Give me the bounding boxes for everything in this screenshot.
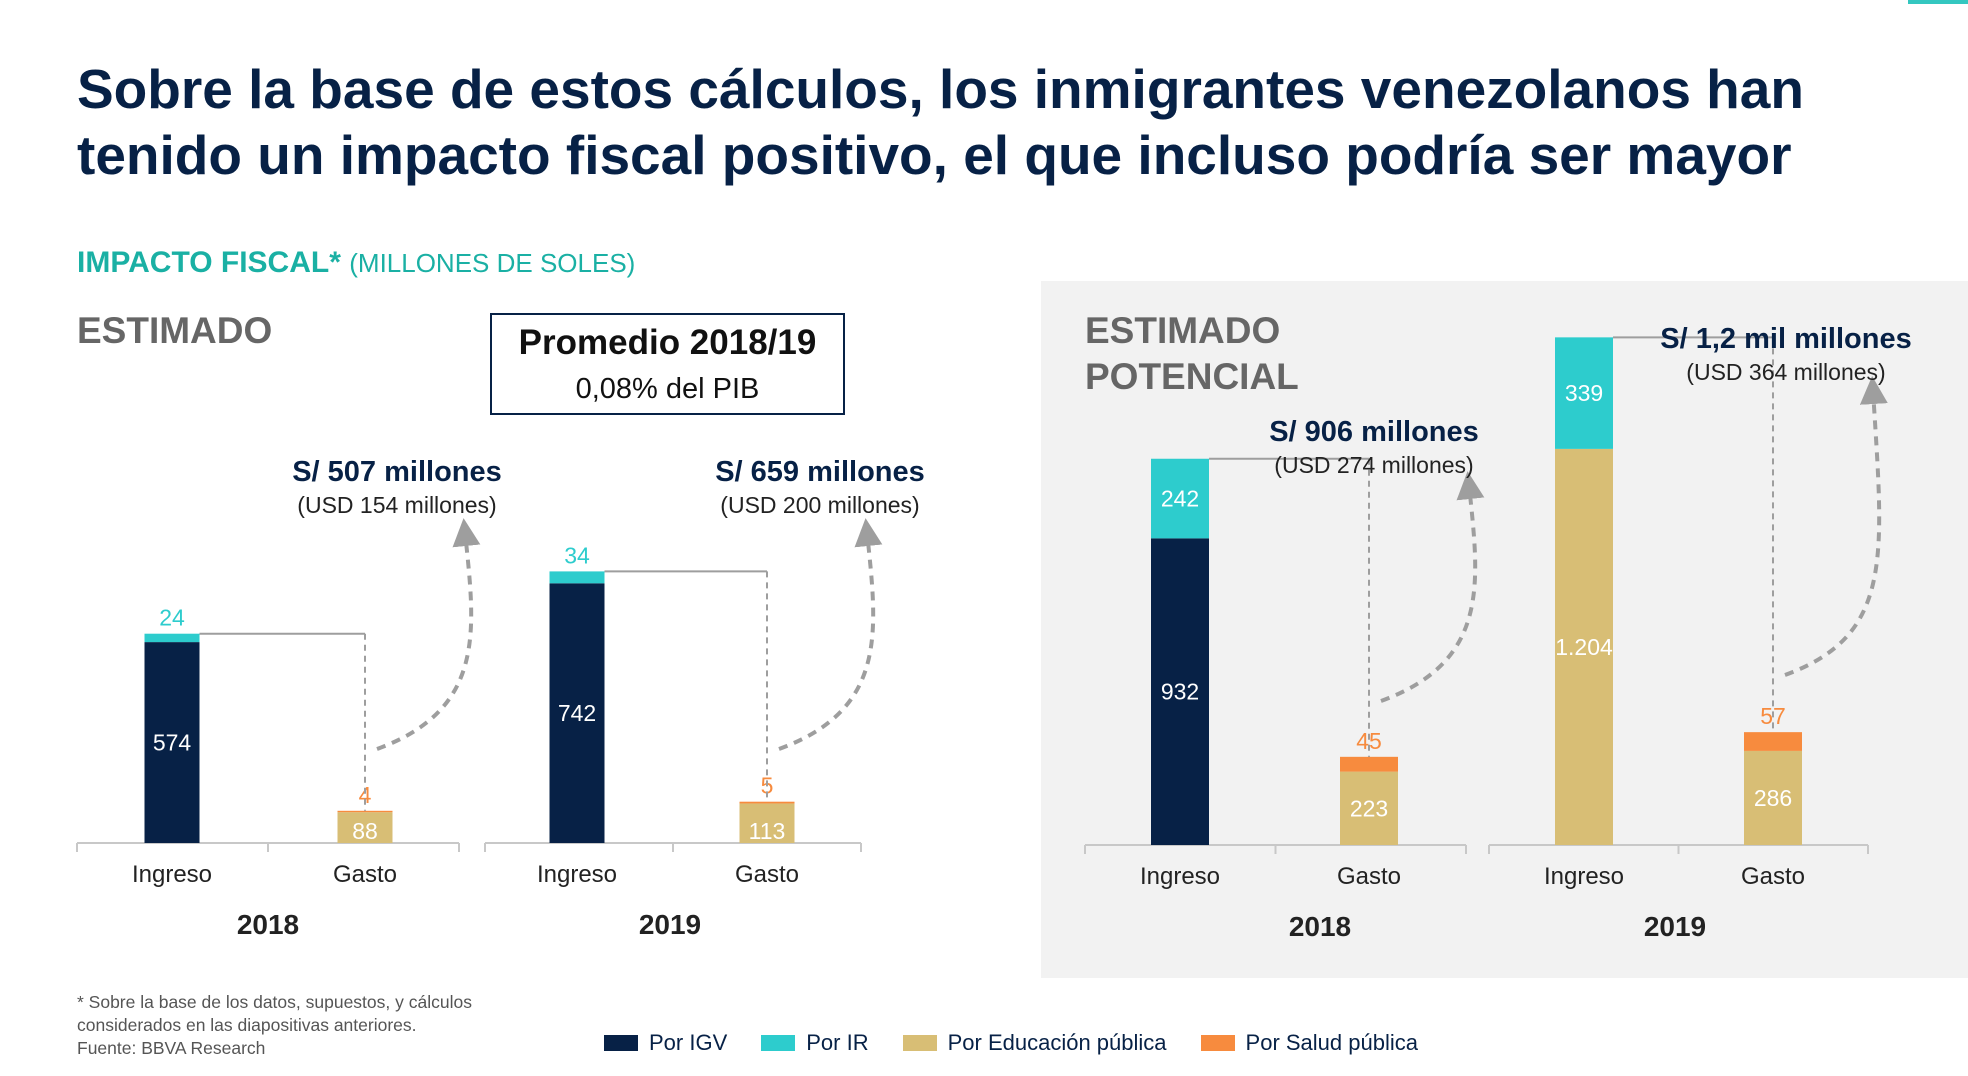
year-label: 2019 — [1644, 911, 1706, 942]
category-label: Gasto — [735, 861, 799, 888]
bar-segment — [1555, 448, 1613, 845]
data-label: 4 — [359, 782, 372, 808]
data-label: 34 — [564, 542, 590, 568]
data-label: 1.204 — [1555, 634, 1613, 660]
average-box-title: Promedio 2018/19 — [518, 323, 817, 362]
category-label: Ingreso — [1544, 863, 1624, 890]
legend-item: Por Educación pública — [902, 1030, 1167, 1056]
data-label: 574 — [153, 730, 192, 756]
top-accent-line — [1908, 0, 1968, 4]
bar-segment — [1151, 538, 1209, 845]
legend-label: Por IR — [806, 1030, 869, 1055]
legend-swatch — [604, 1035, 638, 1051]
data-label: 223 — [1350, 795, 1388, 821]
data-label: 24 — [159, 605, 185, 631]
page-title: Sobre la base de estos cálculos, los inm… — [77, 58, 1804, 186]
bar-segment — [1340, 771, 1398, 845]
bar-segment — [1151, 458, 1209, 539]
bar-segment — [1744, 732, 1802, 751]
subtitle-main: IMPACTO FISCAL* — [77, 246, 341, 279]
net-impact-arrow — [1380, 471, 1485, 703]
bar-segment — [549, 571, 605, 584]
net-impact-label: S/ 659 millones — [715, 456, 925, 488]
data-label: 88 — [352, 818, 378, 844]
footnote-line-1: * Sobre la base de los datos, supuestos,… — [77, 992, 472, 1012]
bar-segment — [1744, 750, 1802, 845]
legend-item: Por IR — [761, 1030, 869, 1056]
bar-segment — [739, 801, 795, 804]
legend-label: Por Salud pública — [1245, 1030, 1418, 1055]
legend-item: Por IGV — [604, 1030, 727, 1056]
net-impact-arrow — [778, 518, 883, 751]
legend-swatch — [1200, 1035, 1235, 1051]
net-impact-label: S/ 1,2 mil millones — [1660, 323, 1911, 355]
legend-swatch — [902, 1035, 937, 1051]
data-label: 113 — [749, 818, 786, 844]
net-impact-usd-label: (USD 364 millones) — [1686, 359, 1885, 385]
data-label: 742 — [558, 700, 596, 726]
category-label: Gasto — [1337, 863, 1401, 890]
footnote-source: Fuente: BBVA Research — [77, 1038, 266, 1058]
bar-segment — [337, 810, 393, 813]
category-label: Ingreso — [1140, 863, 1220, 890]
chart-subtitle: IMPACTO FISCAL* (MILLONES DE SOLES) — [77, 246, 635, 280]
bar-segment — [144, 642, 200, 843]
average-box: Promedio 2018/19 0,08% del PIB — [490, 313, 845, 415]
category-label: Ingreso — [132, 861, 212, 888]
net-impact-arrow — [376, 518, 481, 751]
net-impact-usd-label: (USD 154 millones) — [297, 492, 496, 518]
year-label: 2018 — [1289, 911, 1351, 942]
net-impact-usd-label: (USD 200 millones) — [720, 492, 919, 518]
legend-item: Por Salud pública — [1200, 1030, 1418, 1056]
data-label: 932 — [1161, 679, 1199, 705]
footnote-line-2: considerados en las diapositivas anterio… — [77, 1015, 417, 1035]
chart-legend: Por IGV Por IR Por Educación pública Por Sa… — [604, 1030, 1418, 1056]
data-label: 339 — [1565, 380, 1603, 406]
net-impact-label: S/ 507 millones — [292, 456, 502, 488]
category-label: Gasto — [1741, 863, 1805, 890]
bar-segment — [549, 583, 605, 843]
footnote: * Sobre la base de los datos, supuestos,… — [77, 991, 547, 1060]
net-impact-arrow — [1784, 376, 1888, 677]
legend-swatch — [761, 1035, 796, 1051]
data-label: 242 — [1161, 486, 1199, 512]
bar-segment — [337, 812, 393, 843]
bar-segment — [1555, 337, 1613, 449]
net-impact-usd-label: (USD 274 millones) — [1274, 452, 1473, 478]
net-impact-label: S/ 906 millones — [1269, 416, 1479, 448]
subtitle-unit: (MILLONES DE SOLES) — [349, 248, 636, 278]
category-label: Gasto — [333, 861, 397, 888]
legend-label: Por IGV — [649, 1030, 728, 1055]
data-label: 286 — [1754, 785, 1792, 811]
category-label: Ingreso — [537, 861, 617, 888]
year-label: 2019 — [639, 909, 701, 940]
year-label: 2018 — [237, 909, 299, 940]
section-label-potential: ESTIMADO POTENCIAL — [1085, 310, 1299, 397]
average-box-value: 0,08% del PIB — [575, 373, 760, 405]
bar-segment — [739, 803, 795, 843]
bar-segment — [144, 633, 200, 643]
section-label-estimated: ESTIMADO — [77, 310, 273, 351]
legend-label: Por Educación pública — [947, 1030, 1167, 1055]
bar-segment — [1340, 756, 1398, 772]
